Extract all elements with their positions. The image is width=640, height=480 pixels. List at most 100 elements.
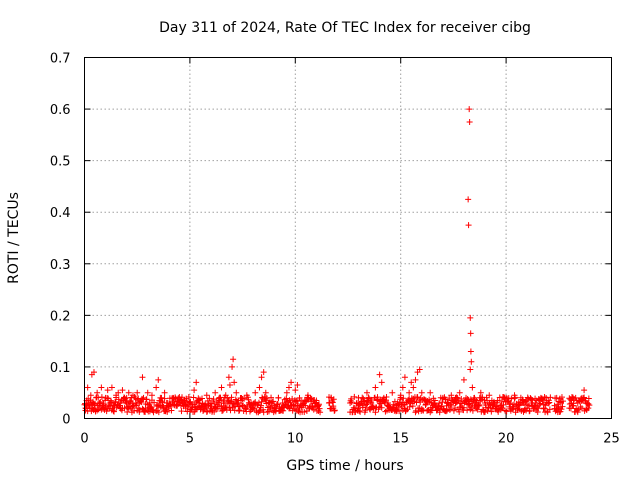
data-point	[155, 409, 162, 416]
data-point	[260, 406, 267, 413]
data-point	[331, 407, 338, 414]
data-point	[150, 406, 157, 413]
data-point	[418, 389, 425, 396]
data-point	[359, 394, 366, 401]
data-point	[100, 400, 107, 407]
data-point	[475, 402, 482, 409]
data-point	[98, 384, 105, 391]
data-point	[529, 397, 536, 404]
data-point	[376, 403, 383, 410]
x-tick-label: 25	[603, 432, 620, 447]
data-point	[206, 395, 213, 402]
data-point	[273, 405, 280, 412]
data-point	[270, 398, 277, 405]
data-point	[583, 407, 590, 414]
y-tick-label: 0.7	[50, 52, 71, 67]
data-point	[258, 398, 265, 405]
data-point	[115, 389, 122, 396]
data-point	[363, 389, 370, 396]
data-point	[519, 396, 526, 403]
data-point	[125, 389, 132, 396]
data-point	[362, 407, 369, 414]
data-point	[104, 394, 111, 401]
data-point	[158, 394, 165, 401]
data-point	[414, 394, 421, 401]
data-point	[351, 393, 358, 400]
data-point	[472, 396, 479, 403]
data-point	[210, 396, 217, 403]
data-point	[280, 407, 287, 414]
data-point	[570, 400, 577, 407]
data-point	[131, 407, 138, 414]
data-point	[370, 405, 377, 412]
y-tick-label: 0.2	[50, 309, 71, 324]
data-point	[458, 400, 465, 407]
data-point	[189, 404, 196, 411]
data-point	[329, 399, 336, 406]
data-point	[267, 403, 274, 410]
y-tick-label: 0.5	[50, 155, 71, 170]
data-point	[416, 366, 423, 373]
data-point	[412, 376, 419, 383]
data-point	[290, 402, 297, 409]
data-point	[546, 406, 553, 413]
axis-ticks: 0 5 10 15 20 25 0 0.1 0.2 0.3 0.4 0.5 0.6 0.7	[50, 52, 620, 447]
data-point	[223, 404, 230, 411]
data-point	[128, 394, 135, 401]
data-point	[430, 400, 437, 407]
data-point	[558, 394, 565, 401]
data-point	[178, 394, 185, 401]
data-point	[578, 405, 585, 412]
plot-frame	[84, 57, 612, 419]
data-point	[464, 407, 471, 414]
data-point	[583, 405, 590, 412]
data-point	[362, 404, 369, 411]
data-point	[539, 397, 546, 404]
data-point	[84, 384, 91, 391]
data-point	[574, 407, 581, 414]
data-point	[436, 409, 443, 416]
data-point	[236, 407, 243, 414]
data-point	[316, 405, 323, 412]
data-point	[447, 406, 454, 413]
data-point	[467, 330, 474, 337]
data-point	[155, 376, 162, 383]
data-point	[465, 196, 472, 203]
data-point	[275, 394, 282, 401]
data-point	[365, 394, 372, 401]
data-point	[301, 409, 308, 416]
data-point	[144, 389, 151, 396]
data-point	[178, 408, 185, 415]
data-point	[356, 401, 363, 408]
data-point	[444, 407, 451, 414]
data-point	[356, 407, 363, 414]
data-point	[528, 396, 535, 403]
x-tick-label: 0	[80, 432, 88, 447]
data-point	[158, 398, 165, 405]
data-point	[98, 394, 105, 401]
data-point	[225, 397, 232, 404]
data-point	[560, 398, 567, 405]
data-point	[231, 379, 238, 386]
data-point	[151, 399, 158, 406]
data-point	[112, 398, 119, 405]
data-point	[524, 394, 531, 401]
data-point	[395, 404, 402, 411]
data-point	[454, 394, 461, 401]
x-tick-label: 10	[287, 432, 304, 447]
data-point	[448, 402, 455, 409]
data-point	[129, 403, 136, 410]
data-point	[383, 393, 390, 400]
data-point	[212, 404, 219, 411]
data-point	[218, 402, 225, 409]
data-point	[378, 379, 385, 386]
data-point	[258, 374, 265, 381]
data-point	[482, 408, 489, 415]
data-point	[289, 395, 296, 402]
data-point	[469, 407, 476, 414]
data-point	[382, 397, 389, 404]
data-point	[469, 384, 476, 391]
data-point	[228, 394, 235, 401]
data-point	[401, 374, 408, 381]
data-point	[258, 402, 265, 409]
